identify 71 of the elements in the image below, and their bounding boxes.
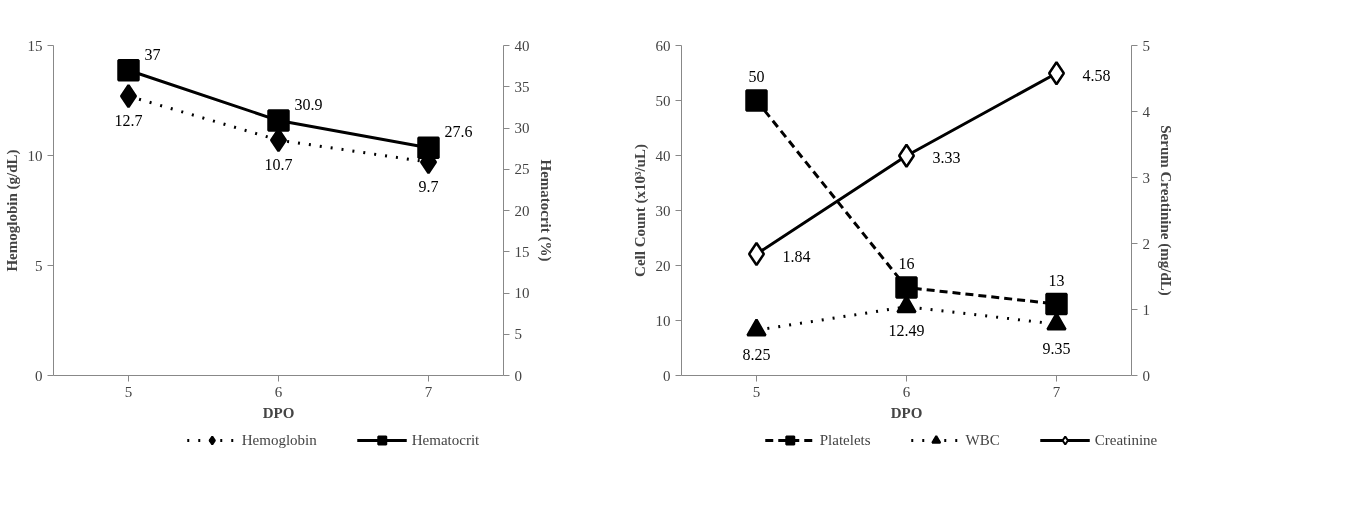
legend-label: Hematocrit bbox=[411, 431, 480, 449]
x-axis-title: DPO bbox=[262, 404, 295, 421]
y-tick-label: 50 bbox=[655, 92, 671, 109]
y2-tick-label: 3 bbox=[1142, 169, 1150, 186]
y2-tick-label: 5 bbox=[514, 326, 522, 343]
point bbox=[896, 295, 917, 314]
point bbox=[897, 143, 916, 168]
data-label: 13 bbox=[1048, 271, 1065, 289]
data-label: 50 bbox=[748, 68, 765, 85]
point bbox=[267, 109, 290, 132]
y-tick-label: 40 bbox=[655, 147, 671, 164]
y2-tick-label: 4 bbox=[1142, 103, 1151, 120]
point bbox=[117, 59, 140, 82]
y2-tick-label: 25 bbox=[514, 161, 530, 178]
point bbox=[895, 276, 918, 299]
y2-tick-label: 0 bbox=[514, 367, 522, 384]
y2-tick-label: 2 bbox=[1142, 235, 1150, 252]
y2-tick-label: 20 bbox=[514, 202, 530, 219]
legend-label: WBC bbox=[965, 431, 1000, 449]
data-label: 9.7 bbox=[418, 177, 439, 195]
point bbox=[746, 318, 767, 337]
data-label: 4.58 bbox=[1082, 66, 1111, 84]
y-tick-label: 20 bbox=[655, 257, 671, 274]
y2-tick-label: 5 bbox=[1142, 37, 1150, 54]
y2-tick-label: 10 bbox=[514, 285, 530, 301]
y-tick-label: 10 bbox=[655, 312, 671, 329]
data-label: 30.9 bbox=[294, 96, 323, 114]
point bbox=[747, 241, 766, 267]
data-label: 16 bbox=[898, 255, 915, 272]
point bbox=[1045, 292, 1068, 316]
y2-tick-label: 40 bbox=[514, 37, 530, 54]
y2-tick-label: 1 bbox=[1142, 301, 1150, 318]
legend-label: Creatinine bbox=[1094, 431, 1158, 449]
y-tick-label: 0 bbox=[663, 367, 671, 384]
y-tick-label: 5 bbox=[35, 257, 43, 274]
x-tick-label: 5 bbox=[124, 383, 133, 400]
y-tick-label: 30 bbox=[655, 202, 671, 219]
point bbox=[1047, 60, 1066, 86]
point bbox=[745, 89, 768, 112]
y-tick-label: 0 bbox=[35, 367, 43, 384]
y2-tick-label: 35 bbox=[514, 78, 530, 95]
x-tick-label: 7 bbox=[424, 383, 433, 400]
legend-label: Hemoglobin bbox=[241, 431, 317, 449]
data-label: 37 bbox=[144, 45, 161, 63]
point bbox=[417, 136, 440, 160]
x-tick-label: 7 bbox=[1052, 383, 1061, 400]
data-label: 12.7 bbox=[114, 111, 143, 129]
data-label: 8.25 bbox=[742, 345, 771, 363]
y-axis-title: Cell Count (x10³/uL) bbox=[631, 144, 649, 277]
y-tick-label: 15 bbox=[27, 37, 43, 54]
y-tick-label: 60 bbox=[655, 37, 671, 54]
data-label: 9.35 bbox=[1042, 339, 1071, 357]
data-label: 1.84 bbox=[782, 247, 811, 265]
x-tick-label: 6 bbox=[274, 383, 283, 400]
y2-axis-title: Serum Creatinine (mg/dL) bbox=[1157, 125, 1174, 296]
x-tick-label: 6 bbox=[902, 383, 911, 400]
x-tick-label: 5 bbox=[752, 383, 761, 400]
data-label: 3.33 bbox=[932, 149, 961, 167]
data-label: 27.6 bbox=[444, 123, 473, 141]
point bbox=[1046, 312, 1067, 331]
y2-tick-label: 30 bbox=[514, 120, 530, 136]
x-axis-title: DPO bbox=[890, 404, 923, 421]
y2-tick-label: 15 bbox=[514, 243, 530, 260]
legend-label: Platelets bbox=[819, 431, 871, 449]
y-tick-label: 10 bbox=[27, 147, 43, 164]
y2-tick-label: 0 bbox=[1142, 367, 1150, 384]
data-label: 10.7 bbox=[264, 155, 293, 173]
y-axis-title: Hemoglobin (g/dL) bbox=[3, 149, 21, 272]
y2-axis-title: Hematocrit (%) bbox=[536, 159, 554, 262]
point bbox=[119, 83, 138, 109]
data-label: 12.49 bbox=[888, 322, 925, 340]
